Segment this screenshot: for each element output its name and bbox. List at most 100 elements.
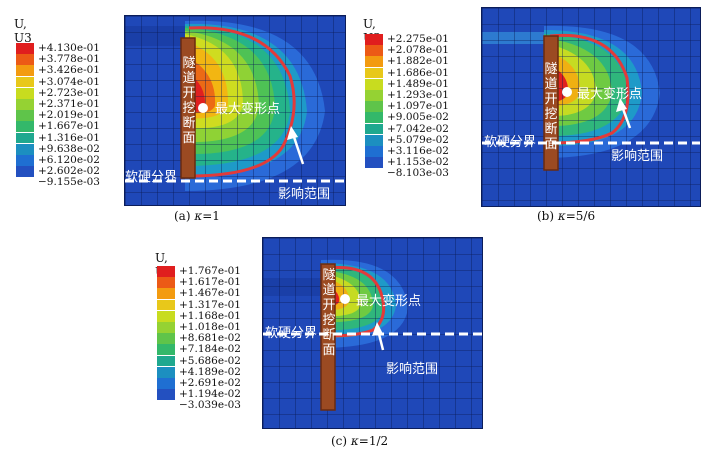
legend-swatch [16, 65, 34, 77]
legend-row: +1.617e-01 [157, 276, 275, 289]
influence-label-b: 影响范围 [611, 149, 664, 164]
legend-row: +3.116e-02 [365, 145, 483, 157]
legend-row: +4.130e-01 [16, 42, 134, 54]
legend-value: −3.039e-03 [179, 399, 241, 412]
legend-row: −8.103e-03 [365, 167, 483, 180]
legend-swatch [157, 344, 175, 356]
legend-swatch [365, 157, 383, 169]
legend-row: +4.189e-02 [157, 365, 275, 378]
caption-a: (a) κ=1 [174, 209, 220, 223]
legend-row: +9.638e-02 [16, 142, 134, 155]
legend-row: +2.019e-01 [16, 109, 134, 122]
legend-swatch [157, 310, 175, 322]
legend-swatch [157, 277, 175, 289]
legend-value: +5.079e-02 [387, 133, 449, 146]
legend-value: +1.153e-02 [387, 156, 449, 169]
legend-value: +2.723e-01 [38, 86, 100, 99]
legend-value: +1.489e-01 [387, 77, 449, 90]
legend-row: +1.317e-01 [157, 298, 275, 311]
legend-value: −8.103e-03 [387, 167, 449, 180]
legend-value: +1.317e-01 [179, 298, 241, 311]
legend-swatch [16, 155, 34, 166]
caption-b: (b) κ=5/6 [537, 209, 596, 223]
legend-row: +1.018e-01 [157, 321, 275, 333]
legend-value: +7.184e-02 [179, 343, 241, 356]
legend-swatch [16, 143, 34, 155]
legend-row: −3.039e-03 [157, 399, 275, 412]
legend-row: +2.691e-02 [157, 377, 275, 389]
legend-row: +1.194e-02 [157, 388, 275, 401]
legend-value: +1.686e-01 [387, 66, 449, 79]
legend-row: −9.155e-03 [16, 176, 134, 189]
legend-row: +1.686e-01 [365, 66, 483, 79]
max-point-label-a: 最大变形点 [215, 102, 281, 117]
legend-swatch [157, 322, 175, 333]
boundary-label-c: 软硬分界 [265, 326, 318, 341]
legend-swatch [157, 266, 175, 277]
legend-value: −9.155e-03 [38, 176, 100, 189]
legend-value: +6.120e-02 [38, 154, 100, 166]
legend-swatch [365, 101, 383, 113]
legend-row: +1.467e-01 [157, 287, 275, 300]
legend-swatch [157, 366, 175, 378]
legend-swatch [365, 78, 383, 90]
legend-row: +1.293e-01 [365, 89, 483, 101]
boundary-label-b: 软硬分界 [484, 135, 537, 150]
legend-value: +1.467e-01 [179, 287, 241, 300]
boundary-label-a: 软硬分界 [125, 170, 178, 185]
legend-swatch [365, 56, 383, 68]
legend-row: +1.153e-02 [365, 156, 483, 169]
legend-value: +2.078e-01 [387, 44, 449, 57]
legend-row: +5.686e-02 [157, 354, 275, 367]
influence-label-a: 影响范围 [278, 187, 331, 202]
legend-value: +2.602e-02 [38, 165, 100, 178]
legend-value: +1.097e-01 [387, 100, 449, 113]
legend-swatch [365, 146, 383, 157]
legend-row: +1.168e-01 [157, 310, 275, 322]
legend-swatch [365, 67, 383, 79]
legend-value: +1.617e-01 [179, 276, 241, 289]
legend-value: +9.638e-02 [38, 142, 100, 155]
legend-row: +3.426e-01 [16, 64, 134, 77]
legend-value: +4.130e-01 [38, 42, 100, 54]
legend-swatch [157, 299, 175, 311]
legend-swatch [16, 132, 34, 144]
legend-row: +7.184e-02 [157, 343, 275, 356]
legend-value: +1.293e-01 [387, 89, 449, 101]
legend-value: +1.018e-01 [179, 321, 241, 333]
legend-swatch [16, 121, 34, 133]
legend-row: +2.371e-01 [16, 98, 134, 110]
legend-row: +2.275e-01 [365, 33, 483, 45]
legend-value: +1.882e-01 [387, 55, 449, 68]
influence-label-c: 影响范围 [386, 362, 439, 377]
legend-value: +4.189e-02 [179, 365, 241, 378]
legend-row: +2.723e-01 [16, 86, 134, 99]
legend-row: +5.079e-02 [365, 133, 483, 146]
max-point-label-c: 最大变形点 [356, 294, 422, 309]
legend-value: +3.074e-01 [38, 75, 100, 88]
legend-row: +8.681e-02 [157, 332, 275, 344]
legend-value: +2.691e-02 [179, 377, 241, 389]
legend-row: +1.667e-01 [16, 120, 134, 133]
legend-value: +3.116e-02 [387, 145, 449, 157]
legend-swatch [16, 87, 34, 99]
legend-swatch [16, 43, 34, 54]
legend-row: +1.489e-01 [365, 77, 483, 90]
legend-swatch [157, 378, 175, 389]
legend-swatch [365, 112, 383, 124]
legend-row: +9.005e-02 [365, 111, 483, 124]
legend-swatch [16, 166, 34, 178]
legend-swatch [365, 90, 383, 101]
legend-row: +3.074e-01 [16, 75, 134, 88]
legend-value: +5.686e-02 [179, 354, 241, 367]
legend-swatch [365, 34, 383, 45]
legend-value: +2.019e-01 [38, 109, 100, 122]
legend-value: +3.426e-01 [38, 64, 100, 77]
legend-title: U, U3 [14, 17, 32, 45]
legend-swatch [157, 389, 175, 401]
legend-swatch [16, 99, 34, 110]
tunnel-label-a: 隧道开挖断面 [182, 56, 196, 146]
tunnel-label-c: 隧道开挖断面 [322, 268, 336, 358]
legend-swatch [365, 45, 383, 57]
legend-row: +3.778e-01 [16, 53, 134, 65]
